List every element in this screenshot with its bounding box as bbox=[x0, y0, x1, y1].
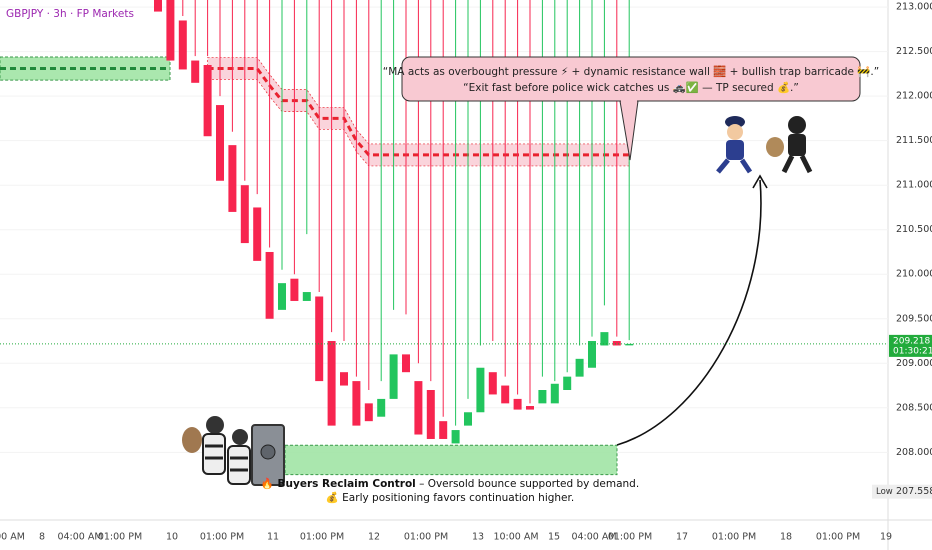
callout-line: “MA acts as overbought pressure ⚡ + dyna… bbox=[383, 65, 879, 78]
caption-title: 🔥 Buyers Reclaim Control bbox=[261, 477, 416, 490]
candle-body bbox=[600, 332, 609, 346]
y-tick-label: 211.500 bbox=[896, 135, 932, 146]
candle-body bbox=[501, 385, 510, 404]
y-tick-label: 211.000 bbox=[896, 180, 932, 191]
x-tick-label: 04:00 AM bbox=[57, 532, 102, 543]
candle-body bbox=[315, 296, 324, 382]
x-tick-label: 01:00 PM bbox=[200, 532, 244, 543]
x-tick-label: 10 bbox=[166, 532, 178, 543]
candle-body bbox=[377, 398, 386, 417]
low-value: 207.558 bbox=[896, 486, 932, 497]
police-figure bbox=[716, 116, 753, 174]
candle-body bbox=[526, 406, 534, 410]
y-tick-label: 213.000 bbox=[896, 2, 932, 13]
callout-line: “Exit fast before police wick catches us… bbox=[463, 81, 799, 94]
candle-body bbox=[414, 381, 423, 435]
x-tick-label: 00 AM bbox=[0, 532, 25, 543]
candle-body bbox=[327, 341, 336, 426]
candle-body bbox=[278, 283, 286, 310]
y-tick-label: 208.500 bbox=[896, 402, 932, 413]
candle-body bbox=[265, 251, 274, 319]
caption-text: – Oversold bounce supported by demand. bbox=[416, 478, 639, 490]
x-tick-label: 11 bbox=[267, 532, 279, 543]
robbers-figure bbox=[182, 416, 285, 486]
candle-body bbox=[240, 185, 249, 244]
callout bbox=[401, 56, 861, 102]
arrow-head bbox=[752, 174, 768, 189]
candle-body bbox=[550, 383, 559, 404]
candle-body bbox=[352, 381, 361, 426]
candle-body bbox=[340, 372, 348, 386]
candle-body bbox=[476, 367, 485, 413]
candle-body bbox=[488, 372, 497, 395]
y-tick-label: 209.000 bbox=[896, 358, 932, 369]
zones bbox=[0, 56, 618, 476]
candle-body bbox=[575, 358, 584, 377]
x-tick-label: 18 bbox=[780, 532, 792, 543]
candle-body bbox=[253, 207, 262, 261]
candle-body bbox=[178, 20, 187, 70]
x-tick-label: 01:00 PM bbox=[608, 532, 652, 543]
y-tick-label: 212.000 bbox=[896, 91, 932, 102]
y-tick-label: 210.500 bbox=[896, 224, 932, 235]
candle-body bbox=[203, 65, 212, 137]
thief-figure bbox=[766, 116, 813, 174]
last-price-tag bbox=[889, 334, 932, 357]
x-tick-label: 8 bbox=[39, 532, 45, 543]
candle-body bbox=[612, 341, 621, 346]
candle-body bbox=[389, 354, 398, 399]
candle-body bbox=[588, 341, 596, 368]
candle-body bbox=[302, 292, 311, 301]
arrow bbox=[616, 179, 762, 446]
y-tick-label: 210.000 bbox=[896, 269, 932, 280]
candle-body bbox=[166, 0, 175, 61]
x-tick-label: 13 bbox=[472, 532, 484, 543]
chart-title: GBPJPY · 3h · FP Markets bbox=[6, 8, 134, 20]
candle-body bbox=[426, 390, 435, 439]
zone bbox=[284, 444, 618, 476]
x-tick-label: 01:00 PM bbox=[98, 532, 142, 543]
x-tick-label: 19 bbox=[880, 532, 892, 543]
candle-body bbox=[538, 390, 547, 404]
candle-body bbox=[513, 398, 522, 410]
candle-body bbox=[439, 421, 448, 439]
x-tick-label: 10:00 AM bbox=[493, 532, 538, 543]
candle-body bbox=[364, 403, 373, 422]
x-tick-label: 12 bbox=[368, 532, 380, 543]
x-tick-label: 04:00 AM bbox=[571, 532, 616, 543]
x-tick-label: 01:00 PM bbox=[712, 532, 756, 543]
candle-body bbox=[464, 412, 472, 426]
x-tick-label: 17 bbox=[676, 532, 688, 543]
caption-line: 🔥 Buyers Reclaim Control – Oversold boun… bbox=[261, 477, 639, 490]
x-tick-label: 01:00 PM bbox=[300, 532, 344, 543]
x-tick-label: 01:00 PM bbox=[816, 532, 860, 543]
candle-body bbox=[154, 0, 162, 12]
x-tick-label: 01:00 PM bbox=[404, 532, 448, 543]
x-tick-label: 15 bbox=[548, 532, 560, 543]
countdown-label: 01:30:21 bbox=[893, 346, 932, 356]
y-tick-label: 212.500 bbox=[896, 46, 932, 57]
candle-body bbox=[402, 354, 410, 373]
candle-body bbox=[563, 376, 572, 390]
candle-body bbox=[625, 343, 634, 346]
callout-pointer bbox=[619, 100, 639, 161]
candles bbox=[154, 0, 634, 444]
candle-body bbox=[191, 60, 200, 83]
candle-body bbox=[451, 430, 460, 444]
y-tick-label: 208.000 bbox=[896, 447, 932, 458]
candle-body bbox=[290, 278, 299, 301]
candle-body bbox=[216, 105, 224, 181]
candle-body bbox=[228, 145, 237, 212]
last-price-label: 209.218 bbox=[893, 336, 930, 346]
caption-line: 💰 Early positioning favors continuation … bbox=[326, 491, 574, 504]
low-tag bbox=[872, 484, 932, 499]
y-tick-label: 209.500 bbox=[896, 313, 932, 324]
low-label: Low bbox=[876, 487, 893, 497]
